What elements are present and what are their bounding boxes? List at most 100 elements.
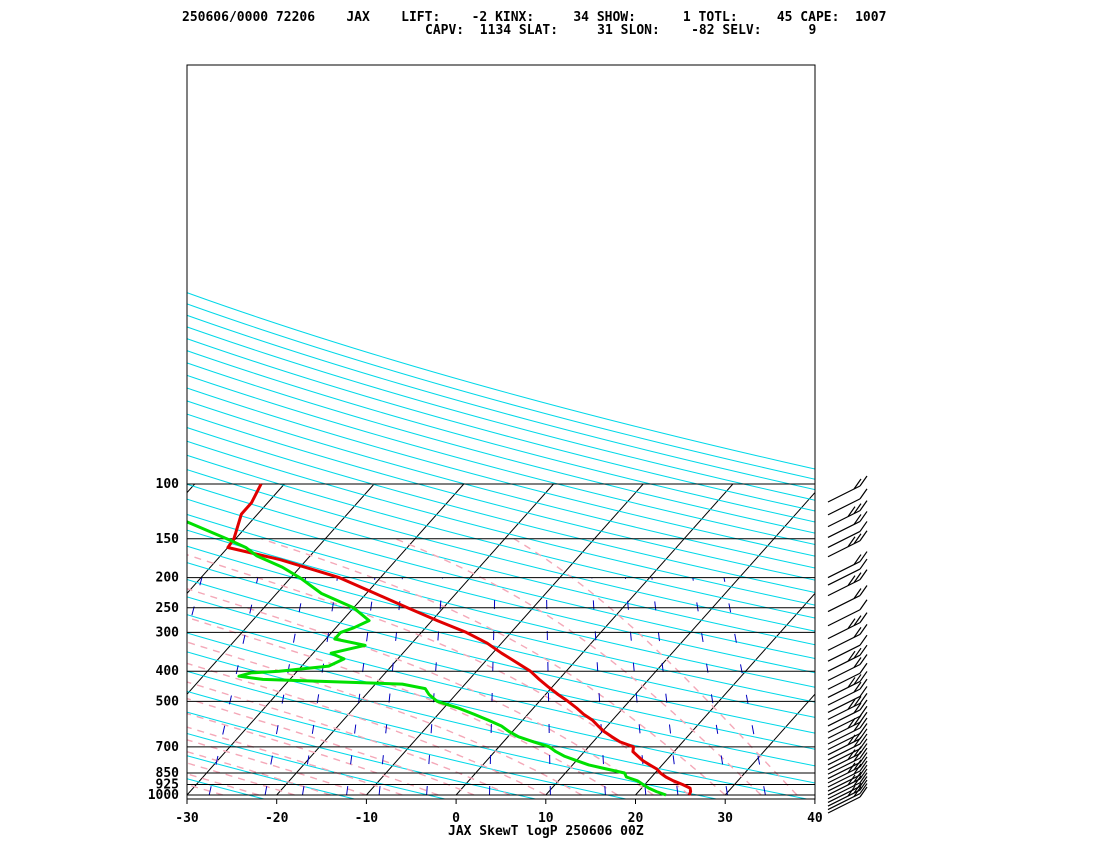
pressure-tick-label: 400 — [156, 664, 180, 679]
wind-barb-flag — [853, 627, 862, 638]
wind-barb-flag — [853, 615, 862, 626]
wind-barb-flag — [859, 699, 868, 711]
dry-adiabat — [187, 400, 815, 569]
pressure-tick-label: 500 — [156, 694, 180, 709]
wind-barb — [827, 634, 868, 662]
wind-barb-flag — [853, 588, 862, 599]
wind-barb-flag — [853, 759, 862, 771]
isotherm-line — [0, 484, 15, 795]
mixing-ratio-line — [346, 577, 376, 796]
mixing-ratio-line — [426, 577, 443, 796]
wind-barb — [827, 786, 868, 814]
wind-barb-flag — [859, 530, 868, 542]
mixing-ratio-line — [187, 577, 203, 636]
header-line-2: CAPV: 1134 SLAT: 31 SLON: -82 SELV: 9 — [425, 23, 816, 38]
wind-barb-flag — [859, 671, 868, 682]
wind-barb-flag — [859, 711, 868, 723]
moist-adiabat — [187, 616, 618, 796]
wind-barb-flag — [859, 733, 868, 745]
pressure-tick-label: 100 — [156, 477, 180, 492]
wind-barb — [827, 599, 868, 627]
dry-adiabat — [187, 529, 815, 688]
dry-adiabat — [187, 562, 815, 718]
wind-barb-staff — [827, 672, 861, 690]
dry-adiabat — [187, 632, 815, 784]
dry-adiabat — [187, 440, 815, 606]
isotherm-line — [994, 484, 1120, 795]
wind-barb — [827, 530, 868, 558]
mixing-ratio-line — [651, 577, 679, 796]
dry-adiabat — [187, 374, 815, 546]
wind-barb-staff — [827, 796, 861, 814]
wind-barb-flag — [847, 762, 856, 774]
moist-adiabat — [187, 773, 260, 796]
wind-barb — [827, 699, 868, 727]
isobar-lines — [187, 483, 815, 796]
mixing-ratio-line — [489, 577, 496, 796]
temperature-axis-labels: -30 -20 -10 0 10 20 30 40 — [175, 799, 823, 826]
moist-adiabat — [187, 750, 331, 796]
wind-barb-flag — [859, 521, 868, 532]
dewpoint-profile-line — [187, 520, 667, 797]
wind-barb-flag — [853, 674, 862, 685]
isotherm-line — [814, 794, 815, 796]
wind-barb-flag — [859, 551, 868, 562]
dry-adiabat — [187, 303, 815, 480]
pressure-tick-label: 150 — [156, 532, 180, 547]
wind-barb-flag — [859, 760, 868, 772]
wind-barb — [827, 500, 868, 528]
wind-barb — [827, 475, 868, 503]
wind-barb-flag — [847, 618, 856, 629]
wind-barb-staff — [827, 594, 861, 613]
wind-barb — [827, 488, 868, 516]
dry-adiabat — [187, 596, 815, 750]
wind-barb — [827, 585, 868, 613]
wind-barb-flag — [859, 728, 868, 740]
dry-adiabat — [187, 454, 815, 619]
isotherm-line — [276, 483, 554, 796]
isotherm-line — [187, 483, 375, 695]
chart-caption: JAX SkewT logP 250606 00Z — [448, 824, 644, 839]
dry-adiabat — [187, 350, 815, 523]
moist-adiabat — [187, 726, 403, 796]
isotherm-line — [366, 483, 644, 796]
wind-barb — [827, 764, 868, 792]
wind-barb-flag — [859, 756, 868, 768]
wind-barb-flag — [853, 681, 862, 693]
wind-barb-staff — [827, 748, 861, 766]
wind-barb — [827, 551, 868, 579]
isotherm-line — [187, 483, 285, 595]
wind-barb-flag — [847, 536, 856, 548]
wind-barb-flag — [847, 699, 856, 710]
wind-barb-flag — [853, 696, 862, 707]
moist-adiabat — [187, 641, 583, 796]
wind-barb — [827, 705, 868, 733]
wind-barb — [827, 558, 868, 586]
wind-barb-flag — [853, 763, 862, 775]
wind-barb — [827, 776, 868, 804]
pressure-tick-label: 700 — [156, 740, 180, 755]
wind-barb-flag — [847, 749, 856, 760]
wind-barb-flag — [853, 647, 862, 659]
wind-barb-flag — [859, 738, 868, 750]
mixing-ratio-line — [692, 577, 728, 796]
moist-adiabat — [187, 739, 367, 796]
temperature-tick-label: -20 — [265, 811, 289, 826]
wind-barb-flag — [853, 702, 862, 714]
wind-barb — [827, 654, 868, 682]
wind-barb — [827, 662, 868, 690]
wind-barb — [827, 569, 868, 597]
temperature-tick-label: 40 — [807, 811, 823, 826]
dry-adiabat — [187, 338, 815, 512]
wind-barb — [827, 760, 868, 788]
chart-grid — [0, 292, 1120, 799]
wind-barb-flag — [859, 569, 868, 580]
wind-barb-flag — [859, 511, 868, 522]
wind-barb-staff — [827, 715, 861, 733]
dry-adiabat — [187, 545, 815, 703]
moist-adiabat — [187, 681, 511, 796]
pressure-tick-label: 200 — [156, 571, 180, 586]
wind-barb — [827, 612, 868, 640]
wind-barb — [827, 723, 868, 751]
